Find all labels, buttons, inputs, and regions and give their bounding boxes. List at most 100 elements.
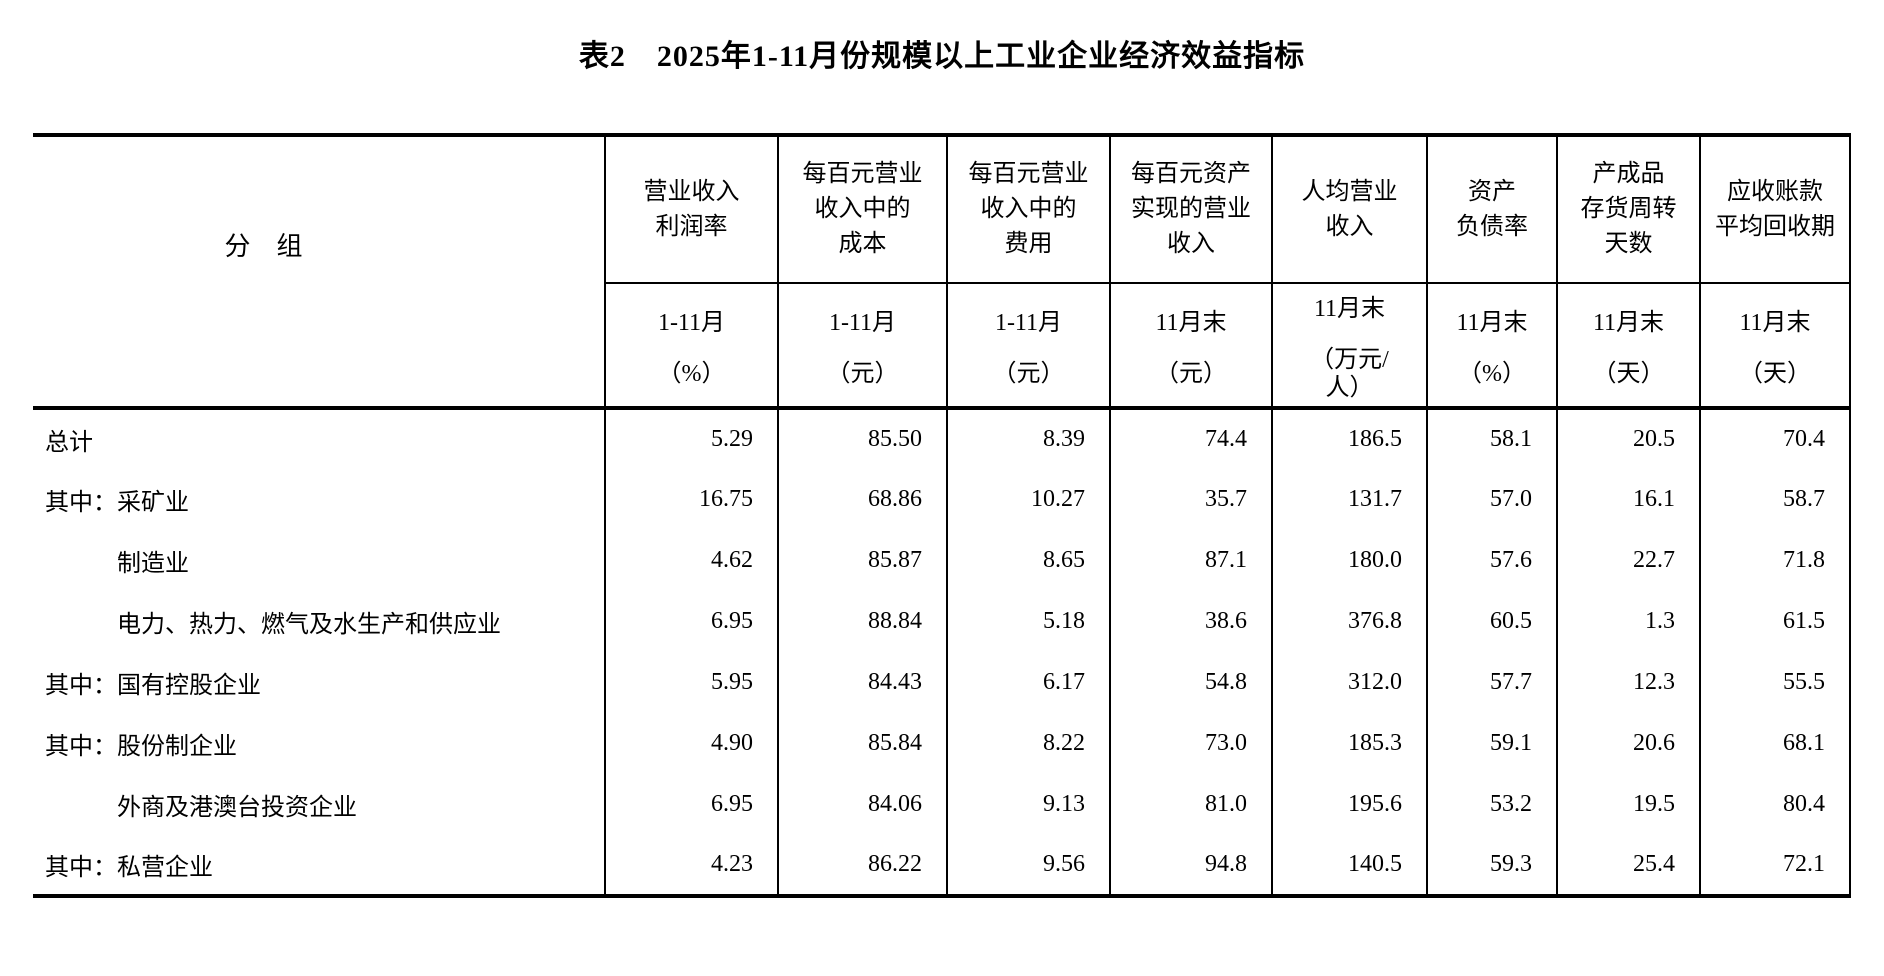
- column-period: 11月末: [1739, 309, 1811, 336]
- data-cell: 60.5: [1426, 591, 1558, 652]
- data-cell: 87.1: [1109, 530, 1273, 591]
- period-unit-cell: 1-11月 （%）: [604, 283, 779, 410]
- data-cell: 312.0: [1271, 652, 1428, 713]
- column-header-revenue-per-100-yuan-assets: 每百元资产 实现的营业 收入: [1109, 135, 1273, 284]
- column-period: 1-11月: [994, 309, 1063, 336]
- data-cell: 20.5: [1556, 408, 1701, 469]
- data-cell: 71.8: [1699, 530, 1851, 591]
- data-cell: 16.1: [1556, 469, 1701, 530]
- data-cell: 84.06: [777, 774, 948, 835]
- column-unit: （万元/ 人）: [1310, 346, 1389, 401]
- data-cell: 25.4: [1556, 835, 1701, 896]
- data-cell: 59.3: [1426, 835, 1558, 896]
- row-label: 外商及港澳台投资企业: [33, 774, 606, 835]
- data-cell: 74.4: [1109, 408, 1273, 469]
- column-period: 11月末: [1592, 309, 1665, 336]
- row-label: 其中：国有控股企业: [33, 652, 606, 713]
- data-cell: 68.86: [777, 469, 948, 530]
- data-cell: 6.95: [604, 591, 779, 652]
- column-header-operating-revenue-profit-margin: 营业收入 利润率: [604, 135, 779, 284]
- table-row-foreign-invested: 外商及港澳台投资企业 6.95 84.06 9.13 81.0 195.6 53…: [33, 774, 1851, 835]
- table-row-private: 其中：私营企业 4.23 86.22 9.56 94.8 140.5 59.3 …: [33, 835, 1851, 896]
- data-cell: 55.5: [1699, 652, 1851, 713]
- column-period: 11月末: [1456, 309, 1528, 336]
- data-cell: 54.8: [1109, 652, 1273, 713]
- data-cell: 85.87: [777, 530, 948, 591]
- data-cell: 22.7: [1556, 530, 1701, 591]
- table-row-shareholding: 其中：股份制企业 4.90 85.84 8.22 73.0 185.3 59.1…: [33, 713, 1851, 774]
- data-cell: 20.6: [1556, 713, 1701, 774]
- data-cell: 12.3: [1556, 652, 1701, 713]
- data-cell: 86.22: [777, 835, 948, 896]
- data-cell: 94.8: [1109, 835, 1273, 896]
- data-cell: 57.6: [1426, 530, 1558, 591]
- data-cell: 59.1: [1426, 713, 1558, 774]
- column-period: 1-11月: [657, 309, 726, 336]
- table-row-utilities: 电力、热力、燃气及水生产和供应业 6.95 88.84 5.18 38.6 37…: [33, 591, 1851, 652]
- column-header-asset-liability-ratio: 资产 负债率: [1426, 135, 1558, 284]
- row-label: 其中：股份制企业: [33, 713, 606, 774]
- data-cell: 9.56: [946, 835, 1111, 896]
- row-label: 总计: [33, 408, 606, 469]
- period-unit-cell: 11月末 （天）: [1699, 283, 1851, 410]
- data-cell: 58.7: [1699, 469, 1851, 530]
- period-unit-cell: 1-11月 （元）: [946, 283, 1111, 410]
- data-cell: 4.23: [604, 835, 779, 896]
- data-cell: 195.6: [1271, 774, 1428, 835]
- data-cell: 5.18: [946, 591, 1111, 652]
- data-cell: 140.5: [1271, 835, 1428, 896]
- data-cell: 8.22: [946, 713, 1111, 774]
- data-cell: 19.5: [1556, 774, 1701, 835]
- column-unit: （元）: [992, 360, 1065, 387]
- header-row-period-unit: 1-11月 （%） 1-11月 （元） 1-11月 （元） 11月末 （元） 1…: [33, 283, 1851, 410]
- data-cell: 53.2: [1426, 774, 1558, 835]
- data-cell: 72.1: [1699, 835, 1851, 896]
- column-unit: （%）: [657, 360, 726, 387]
- column-period: 11月末: [1313, 295, 1386, 322]
- row-label: 其中：私营企业: [33, 835, 606, 896]
- data-cell: 10.27: [946, 469, 1111, 530]
- economic-indicators-table: 分 组 营业收入 利润率 每百元营业 收入中的 成本 每百元营业 收入中的 费用…: [33, 133, 1851, 898]
- column-header-expense-per-100-yuan-revenue: 每百元营业 收入中的 费用: [946, 135, 1111, 284]
- period-unit-cell: 11月末 （万元/ 人）: [1271, 283, 1428, 410]
- data-cell: 5.29: [604, 408, 779, 469]
- data-cell: 16.75: [604, 469, 779, 530]
- data-cell: 8.65: [946, 530, 1111, 591]
- column-period: 1-11月: [828, 309, 897, 336]
- table-title: 表2 2025年1-11月份规模以上工业企业经济效益指标: [578, 40, 1306, 73]
- data-cell: 61.5: [1699, 591, 1851, 652]
- data-cell: 84.43: [777, 652, 948, 713]
- data-cell: 68.1: [1699, 713, 1851, 774]
- column-header-finished-goods-turnover-days: 产成品 存货周转 天数: [1556, 135, 1701, 284]
- column-unit: （%）: [1458, 360, 1526, 387]
- table-row-total: 总计 5.29 85.50 8.39 74.4 186.5 58.1 20.5 …: [33, 408, 1851, 469]
- data-cell: 85.84: [777, 713, 948, 774]
- data-cell: 80.4: [1699, 774, 1851, 835]
- header-row-titles: 分 组 营业收入 利润率 每百元营业 收入中的 成本 每百元营业 收入中的 费用…: [33, 135, 1851, 410]
- data-cell: 35.7: [1109, 469, 1273, 530]
- data-cell: 4.90: [604, 713, 779, 774]
- data-cell: 85.50: [777, 408, 948, 469]
- data-cell: 186.5: [1271, 408, 1428, 469]
- data-cell: 38.6: [1109, 591, 1273, 652]
- row-label: 其中：采矿业: [33, 469, 606, 530]
- data-cell: 376.8: [1271, 591, 1428, 652]
- data-cell: 1.3: [1556, 591, 1701, 652]
- table-row-manufacturing: 制造业 4.62 85.87 8.65 87.1 180.0 57.6 22.7…: [33, 530, 1851, 591]
- data-cell: 58.1: [1426, 408, 1558, 469]
- data-cell: 4.62: [604, 530, 779, 591]
- group-header-cell: 分 组: [33, 135, 606, 410]
- column-unit: （天）: [1592, 360, 1665, 387]
- data-cell: 6.95: [604, 774, 779, 835]
- column-unit: （元）: [1155, 360, 1227, 387]
- data-cell: 5.95: [604, 652, 779, 713]
- data-cell: 81.0: [1109, 774, 1273, 835]
- data-cell: 70.4: [1699, 408, 1851, 469]
- data-cell: 57.0: [1426, 469, 1558, 530]
- column-unit: （元）: [826, 360, 899, 387]
- data-cell: 131.7: [1271, 469, 1428, 530]
- period-unit-cell: 11月末 （%）: [1426, 283, 1558, 410]
- column-period: 11月末: [1155, 309, 1227, 336]
- column-unit: （天）: [1739, 360, 1811, 387]
